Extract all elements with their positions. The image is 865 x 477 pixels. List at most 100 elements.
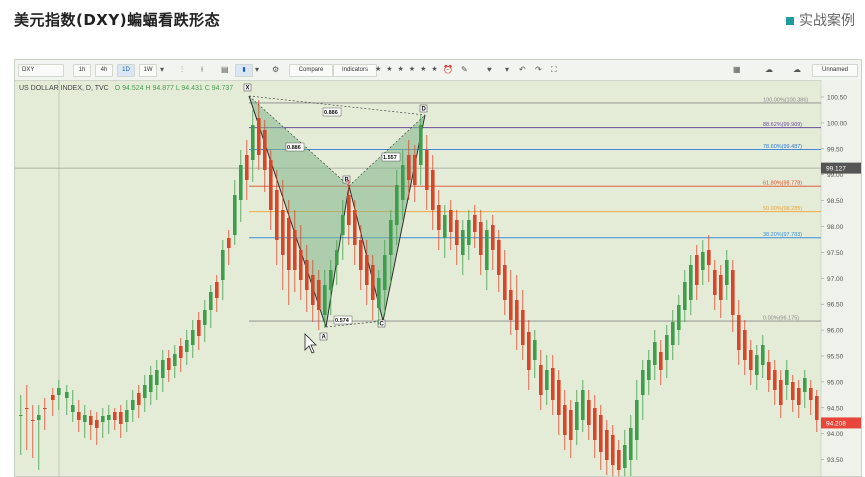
candle-body — [425, 150, 429, 190]
candle-body — [335, 250, 339, 265]
candle-body — [779, 380, 783, 405]
candle-body — [659, 352, 663, 370]
symbol-search-input[interactable]: DXY — [18, 64, 64, 77]
drawing-icon[interactable]: ✎ — [461, 65, 468, 74]
bar-style-icon[interactable]: ⫶ — [181, 65, 183, 74]
candle-body — [389, 220, 393, 255]
tools-dropdown-icon[interactable]: ▾ — [505, 65, 510, 74]
price-tick-label: 100.00 — [827, 120, 847, 127]
favorites-stars-icon[interactable]: ★★★★★★ — [375, 66, 443, 73]
pattern-ratio-label: 1.557 — [383, 155, 397, 161]
pattern-point-box — [419, 104, 428, 113]
candle-body — [257, 118, 261, 155]
candle-body — [107, 415, 111, 420]
slide-tag-label: 实战案例 — [799, 13, 855, 29]
pattern-point-label: D — [422, 107, 427, 113]
candle-body — [353, 210, 357, 245]
slide-title: 美元指数(DXY)蝙蝠看跌形态 — [14, 11, 221, 29]
pattern-point-box — [342, 175, 351, 184]
candle-body — [701, 252, 705, 270]
indicators-button[interactable]: Indicators — [333, 64, 377, 77]
compare-button[interactable]: Compare — [289, 64, 333, 77]
fullscreen-icon[interactable]: ⛶ — [551, 65, 557, 74]
price-axis — [821, 80, 861, 476]
candle-body — [683, 282, 687, 310]
candle-body — [89, 416, 93, 425]
tag-square-icon — [786, 17, 794, 25]
candle-body — [617, 450, 621, 470]
redo-icon[interactable]: ↷ — [535, 65, 542, 74]
candle-body — [563, 405, 567, 435]
candle-body — [599, 415, 603, 452]
candle-body — [497, 240, 501, 275]
candle-body — [167, 358, 171, 370]
interval-1d-button[interactable]: 1D — [117, 64, 135, 77]
candle-body — [287, 218, 291, 270]
interval-1h-button[interactable]: 1h — [73, 64, 91, 77]
candle-body — [185, 340, 189, 352]
pattern-point-box — [377, 319, 386, 328]
interval-dropdown-icon[interactable]: ▾ — [160, 65, 165, 74]
candle-body — [641, 370, 645, 395]
candle-body — [347, 195, 351, 225]
fib-level-label: 50.00%(98.285) — [763, 206, 802, 212]
layout-icon[interactable]: ▦ — [733, 65, 741, 74]
candle-body — [77, 412, 81, 420]
candle-body — [311, 275, 315, 305]
candle-body — [419, 125, 423, 165]
candle-body — [467, 220, 471, 245]
candles-icon[interactable]: ⍿ — [201, 65, 204, 74]
interval-1w-button[interactable]: 1W — [139, 64, 157, 77]
fib-level-label: 0.00%(96.175) — [763, 316, 799, 322]
candle-body — [731, 270, 735, 315]
chart-type-dropdown-icon[interactable]: ▾ — [255, 65, 260, 74]
price-tick-label: 97.50 — [827, 250, 844, 257]
bulb-icon[interactable]: ♥ — [487, 65, 492, 74]
fib-level-label: 38.20%(97.783) — [763, 232, 802, 238]
candle-body — [479, 222, 483, 255]
interval-4h-button[interactable]: 4h — [95, 64, 113, 77]
fib-level-label: 88.62%(99.909) — [763, 122, 802, 128]
candle-body — [725, 260, 729, 285]
price-tick-label: 97.00 — [827, 276, 844, 283]
candle-body — [449, 210, 453, 232]
candle-body — [125, 410, 129, 422]
candle-body — [83, 415, 87, 422]
cloud-icon[interactable]: ☁ — [765, 65, 773, 74]
candle-body — [785, 370, 789, 385]
crosshair-price-label: 99.127 — [826, 166, 846, 173]
candle-body — [281, 210, 285, 255]
candle-body — [173, 354, 177, 366]
cloud-save-icon[interactable]: ☁ — [793, 65, 801, 74]
candle-body — [233, 195, 237, 235]
pattern-ratio-line — [248, 95, 426, 116]
settings-gear-icon[interactable]: ⚙ — [272, 65, 280, 74]
chart-window[interactable]: DXY 1h 4h 1D 1W ▾ ⫶ ⍿ ▤ ▮ ▾ ⚙ Compare In… — [14, 59, 862, 477]
candle-body — [461, 230, 465, 255]
candle-body — [329, 270, 333, 290]
candle-body — [647, 360, 651, 380]
candle-body — [635, 400, 639, 440]
pattern-point-label: C — [380, 322, 385, 328]
candle-body — [71, 405, 75, 412]
candle-body — [239, 165, 243, 200]
candle-body — [539, 365, 543, 395]
pattern-ratio-line — [248, 95, 350, 187]
candle-body — [815, 396, 819, 420]
chart-type-button[interactable]: ▮ — [235, 64, 253, 77]
candle-body — [431, 170, 435, 210]
candle-body — [557, 380, 561, 415]
candle-body — [797, 388, 801, 405]
hide-icon[interactable]: ▤ — [221, 65, 229, 74]
candle-body — [131, 400, 135, 410]
unnamed-layout-button[interactable]: Unnamed — [812, 64, 858, 77]
price-chart[interactable]: 100.50 100.00 99.50 99.00 98.50 98.00 97.50 97.… — [15, 60, 861, 476]
alert-icon[interactable]: ⏰ — [443, 65, 453, 74]
price-tick-label: 100.50 — [827, 95, 847, 102]
undo-icon[interactable]: ↶ — [519, 65, 526, 74]
price-tick-label: 99.00 — [827, 172, 844, 179]
price-tick-label: 95.50 — [827, 354, 844, 361]
candle-body — [443, 215, 447, 238]
candle-body — [569, 410, 573, 440]
pattern-bcd-fill — [349, 115, 425, 321]
